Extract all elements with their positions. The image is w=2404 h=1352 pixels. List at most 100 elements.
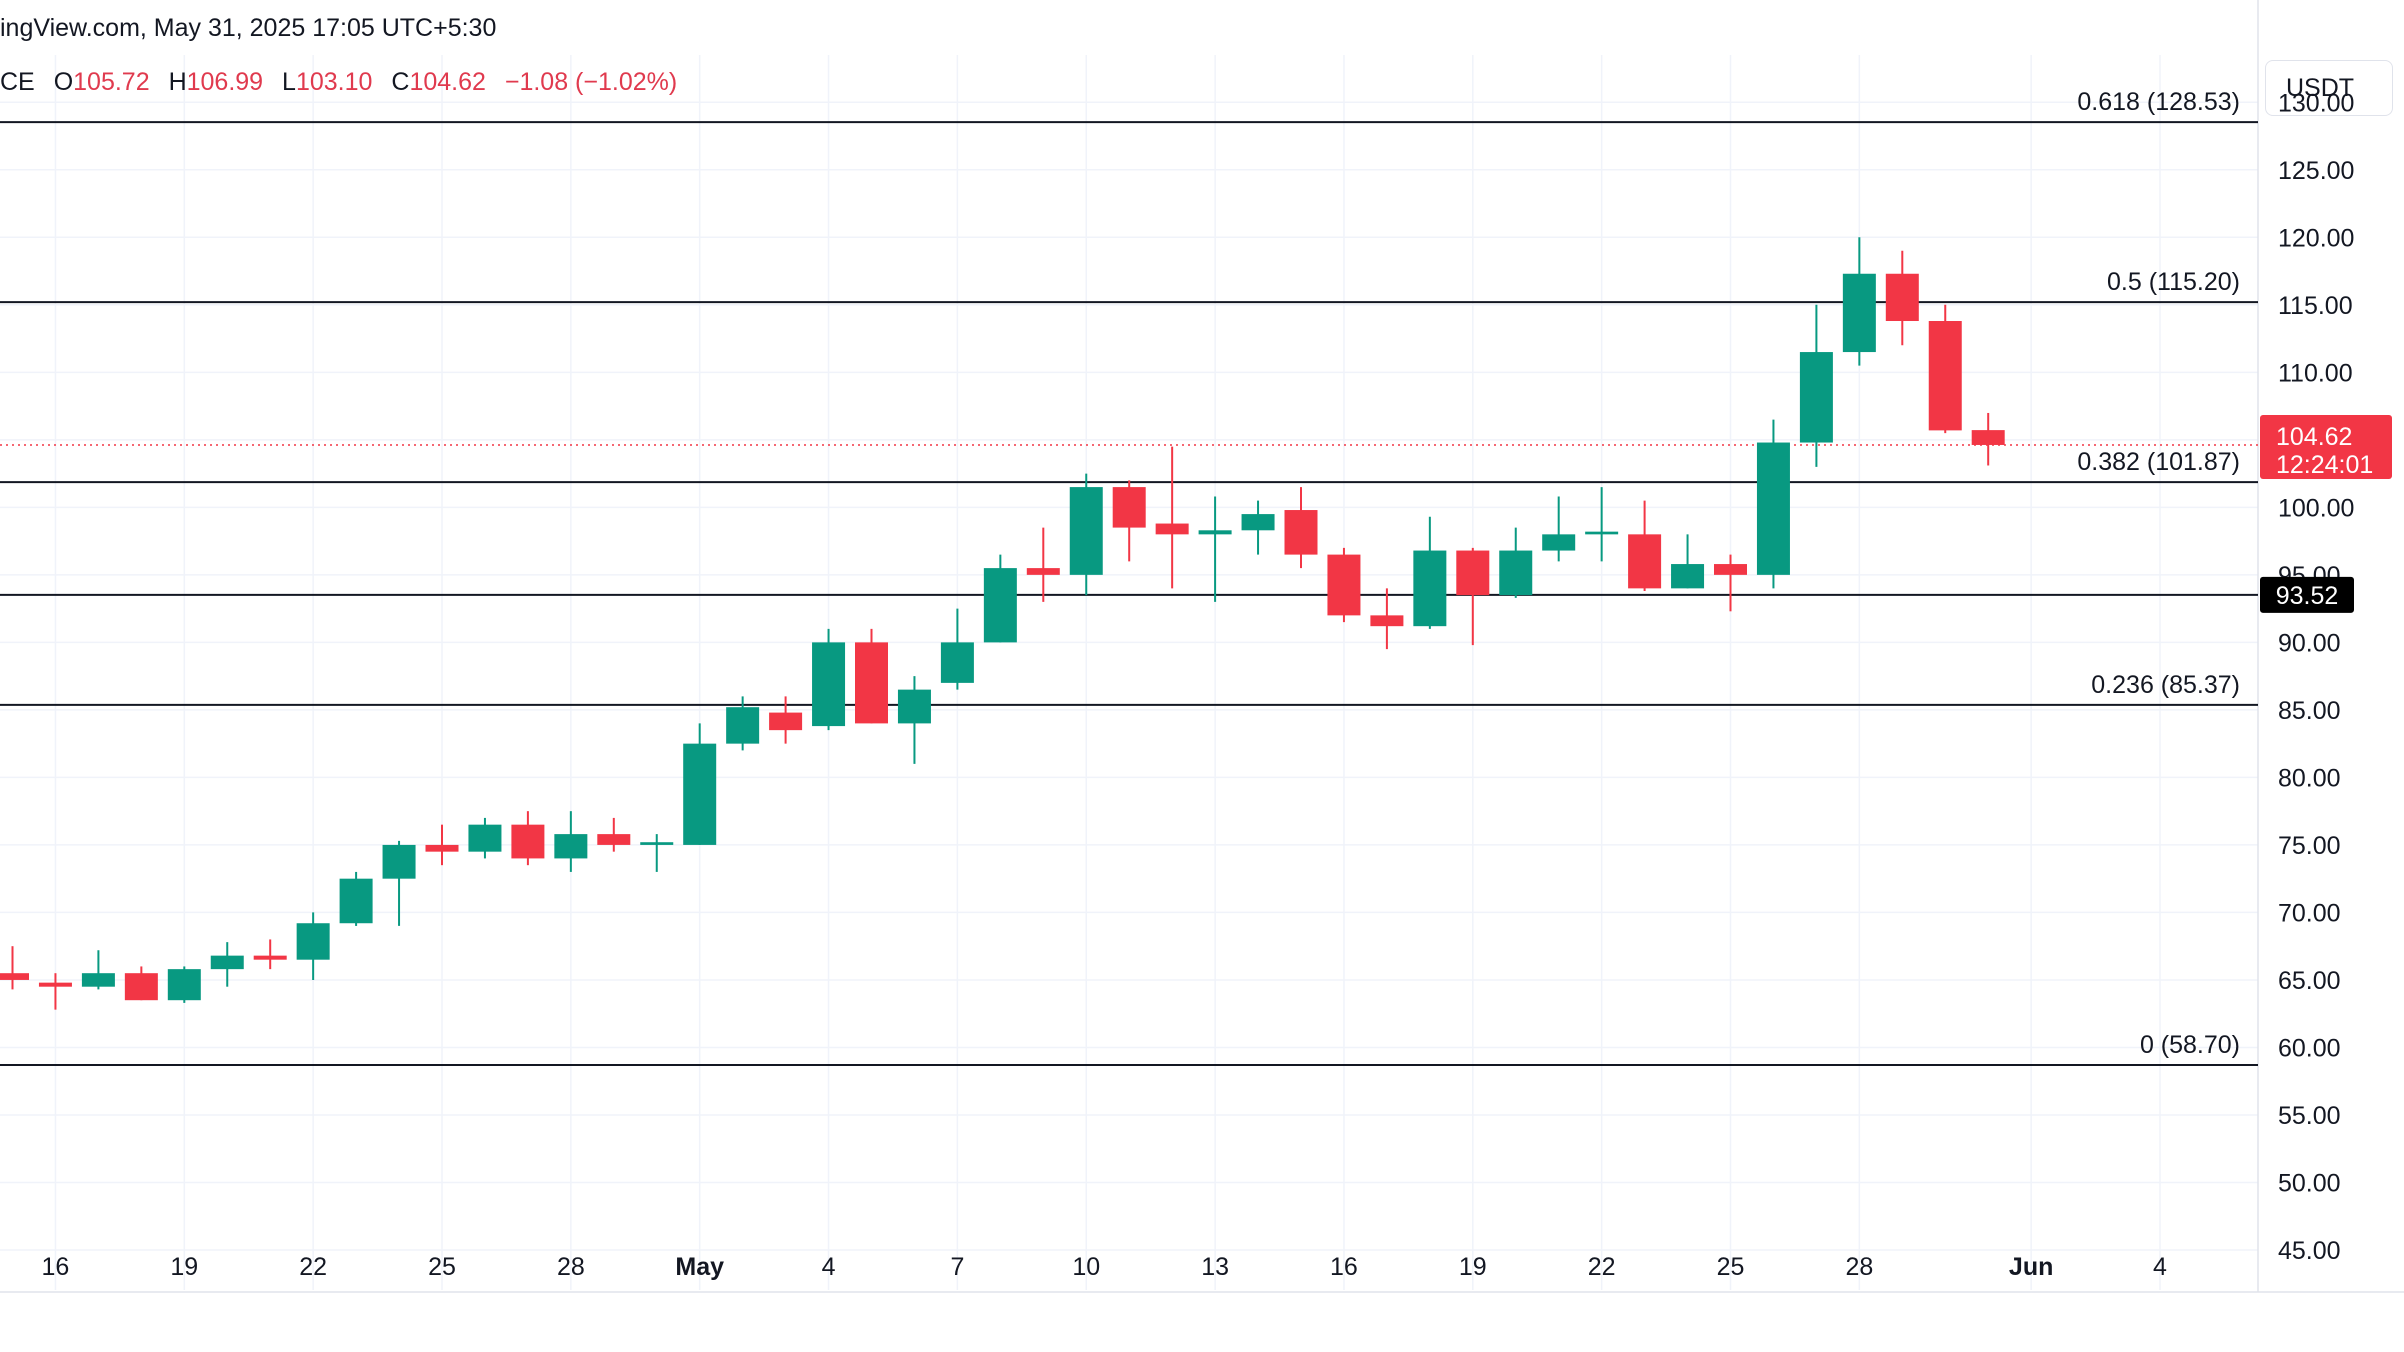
y-tick-label: 100.00 [2278, 494, 2354, 522]
candle-body [897, 689, 931, 724]
candle [1628, 500, 1662, 592]
marker-price-tag-bg [2260, 576, 2354, 613]
candle-body [1756, 442, 1790, 575]
y-tick-label: 130.00 [2278, 89, 2354, 117]
candle [81, 950, 115, 990]
y-tick-label: 70.00 [2278, 899, 2341, 927]
candle-body [1585, 531, 1619, 535]
y-tick-label: 50.00 [2278, 1169, 2341, 1197]
fib-level-label: 0 (58.70) [2140, 1031, 2240, 1059]
currency-selector[interactable]: USDT [2265, 60, 2393, 116]
candle-body [81, 973, 115, 987]
candle-body [511, 824, 545, 859]
y-tick-label: 125.00 [2278, 157, 2354, 185]
candle [1671, 534, 1705, 589]
x-tick-label: 16 [1330, 1253, 1358, 1281]
candle [1714, 554, 1747, 612]
candle-body [1370, 615, 1404, 627]
x-tick-label: 4 [2153, 1253, 2167, 1281]
y-tick-label: 120.00 [2278, 224, 2354, 252]
candle-body [640, 842, 674, 845]
fib-level-label: 0.618 (128.53) [2077, 88, 2240, 116]
x-tick-label: 28 [1845, 1253, 1873, 1281]
candle-body [1026, 568, 1060, 575]
candle-body [1885, 273, 1919, 322]
candle-body [210, 955, 244, 970]
candle-body [1112, 487, 1146, 528]
y-tick-label: 65.00 [2278, 967, 2341, 995]
candle [1842, 237, 1876, 366]
candle [1542, 496, 1576, 562]
candle-body [124, 973, 158, 1001]
candle [726, 696, 760, 751]
candle [1928, 304, 1962, 434]
candle-body [1198, 530, 1232, 535]
y-tick-label: 45.00 [2278, 1237, 2341, 1265]
candle-body [1069, 487, 1103, 575]
current-price-tag-bg [2260, 414, 2392, 479]
candle [1284, 487, 1318, 569]
marker-price-tag: 93.52 [2276, 582, 2339, 610]
candle [812, 628, 846, 731]
candle-body [425, 844, 459, 852]
ohlc-legend: CE O105.72 H106.99 L103.10 C104.62 −1.08… [0, 68, 677, 97]
x-tick-label: 25 [1717, 1253, 1745, 1281]
candle-body [0, 973, 29, 980]
candle-body [554, 834, 588, 859]
candle-body [683, 743, 717, 845]
candle [897, 676, 931, 764]
candle [683, 723, 717, 845]
x-tick-label: 7 [950, 1253, 964, 1281]
candle [210, 942, 244, 987]
candle [1885, 250, 1919, 346]
low-label: L [282, 68, 296, 96]
candle-body [1499, 550, 1533, 596]
candle [1756, 419, 1790, 589]
candle-body [339, 878, 373, 924]
candle-countdown: 12:24:01 [2276, 451, 2373, 479]
y-tick-label: 75.00 [2278, 832, 2341, 860]
candle-body [855, 642, 888, 724]
y-tick-label: 90.00 [2278, 629, 2341, 657]
candle [339, 871, 373, 926]
candle-body [1542, 534, 1576, 551]
candle-body [38, 982, 72, 987]
candle [1112, 480, 1146, 562]
candle [1241, 500, 1275, 555]
candle [1155, 446, 1189, 589]
open-label: O [53, 68, 74, 96]
candle [1026, 527, 1060, 602]
candle [855, 628, 888, 724]
x-tick-label: 22 [299, 1253, 327, 1281]
candle [1370, 588, 1404, 650]
candle [296, 912, 330, 980]
candle [253, 939, 287, 970]
x-tick-label: 19 [1459, 1253, 1487, 1281]
candles [0, 237, 2005, 1010]
open-value: 105.72 [73, 68, 150, 96]
candle-body [1155, 523, 1189, 535]
candle-body [1628, 534, 1662, 589]
low-value: 103.10 [295, 68, 373, 96]
candle-body [1799, 352, 1833, 443]
x-tick-label: 25 [428, 1253, 456, 1281]
fib-level-label: 0.236 (85.37) [2091, 671, 2240, 699]
candle-body [1671, 564, 1705, 589]
y-tick-label: 115.00 [2278, 292, 2353, 320]
high-label: H [168, 68, 187, 96]
symbol-fragment: CE [0, 68, 35, 96]
x-tick-label: Jun [2009, 1253, 2053, 1281]
y-tick-label: 55.00 [2278, 1102, 2341, 1130]
close-label: C [391, 68, 410, 96]
candle-body [296, 923, 330, 960]
y-tick-label: 80.00 [2278, 764, 2341, 792]
candle-body [1456, 550, 1490, 596]
price-axis: 45.00 50.00 55.00 60.00 65.00 70.00 75.00 80.00… [42, 89, 2355, 1281]
x-tick-label: 28 [557, 1253, 585, 1281]
candle [0, 946, 29, 990]
candle [124, 966, 158, 1001]
candle [1585, 487, 1619, 562]
candle-body [812, 642, 846, 727]
